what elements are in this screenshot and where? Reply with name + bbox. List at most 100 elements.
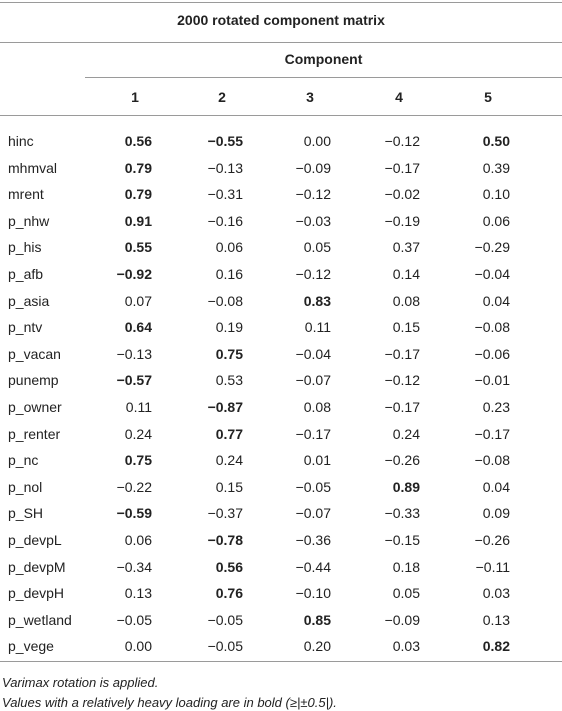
cell: 0.37 [392,239,420,256]
cell: −0.08 [474,452,510,469]
cell: −0.11 [475,558,510,575]
cell: −0.22 [116,478,152,495]
row-label: hinc [8,133,34,149]
cell: −0.55 [207,133,243,149]
cell: −0.09 [384,611,420,628]
cell: 0.20 [303,638,331,655]
cell: 0.08 [392,292,420,309]
cell: −0.31 [207,186,243,203]
cell: 0.18 [392,558,420,575]
cell: −0.13 [116,345,152,362]
cell: 0.06 [124,532,152,548]
cell: −0.34 [116,558,152,575]
cell: 0.13 [124,585,152,602]
cell: 0.03 [482,585,510,602]
cell: −0.36 [295,532,331,548]
column-header: 3 [306,89,314,105]
row-label: p_nhw [8,212,50,229]
group-header: Component [284,51,363,67]
table-title: 2000 rotated component matrix [177,12,385,28]
cell: −0.06 [474,345,510,362]
cell: 0.24 [392,425,420,442]
rule [0,42,562,43]
cell: 0.10 [482,186,510,203]
cell: 0.23 [482,399,510,415]
cell: −0.57 [116,372,152,389]
cell: −0.02 [384,186,420,203]
cell: 0.77 [215,425,243,442]
cell: −0.17 [295,425,331,442]
footnote: Values with a relatively heavy loading a… [2,695,337,710]
cell: 0.79 [124,159,152,176]
cell: 0.14 [392,266,420,282]
cell: 0.15 [215,478,243,495]
cell: −0.05 [295,478,331,495]
cell: 0.24 [215,452,243,469]
cell: −0.08 [474,319,510,336]
cell: −0.78 [207,532,243,548]
cell: −0.19 [384,212,420,229]
cell: 0.50 [482,133,510,149]
cell: −0.12 [295,266,331,282]
cell: −0.05 [207,638,243,655]
rule [0,661,562,662]
row-label: p_owner [8,399,62,415]
cell: 0.16 [215,266,243,282]
cell: −0.16 [207,212,243,229]
cell: 0.75 [215,345,243,362]
cell: 0.76 [215,585,243,602]
row-label: mhmval [8,159,58,176]
footnote: Varimax rotation is applied. [2,675,159,690]
rule [0,115,562,116]
cell: −0.12 [384,372,420,389]
row-label: p_vege [8,638,54,655]
cell: 0.83 [303,292,331,309]
cell: 0.05 [392,585,420,602]
cell: 0.04 [482,292,510,309]
cell: −0.17 [384,399,420,415]
cell: 0.82 [482,638,510,655]
cell: 0.11 [125,399,152,415]
cell: 0.75 [124,452,152,469]
row-label: p_afb [8,266,44,282]
cell: 0.01 [303,452,331,469]
cell: −0.13 [207,159,243,176]
cell: −0.12 [384,133,420,149]
cell: 0.13 [482,611,510,628]
cell: 0.56 [215,558,243,575]
cell: 0.00 [303,133,331,149]
cell: 0.06 [482,212,510,229]
cell: 0.39 [482,159,510,176]
row-label: p_devpM [8,558,66,575]
cell: 0.09 [482,505,510,522]
row-label: p_renter [8,425,61,442]
column-header: 1 [131,89,139,105]
cell: −0.05 [207,611,243,628]
cell: 0.19 [215,319,243,336]
cell: −0.29 [474,239,510,256]
cell: 0.55 [124,239,152,256]
cell: −0.01 [474,372,510,389]
cell: 0.79 [124,186,152,203]
cell: −0.87 [207,399,243,415]
cell: −0.04 [474,266,510,282]
row-label: p_wetland [8,611,72,628]
cell: 0.03 [392,638,420,655]
cell: −0.05 [116,611,152,628]
cell: 0.15 [392,319,420,336]
cell: −0.44 [295,558,331,575]
cell: −0.17 [474,425,510,442]
cell: −0.15 [384,532,420,548]
cell: −0.17 [384,159,420,176]
row-label: punemp [8,372,59,389]
column-header: 2 [218,89,226,105]
row-label: p_asia [8,292,50,309]
cell: 0.11 [304,319,331,336]
column-header: 4 [395,89,403,105]
cell: 0.06 [215,239,243,256]
cell: −0.03 [295,212,331,229]
cell: −0.07 [295,372,331,389]
cell: 0.08 [303,399,331,415]
cell: −0.12 [295,186,331,203]
